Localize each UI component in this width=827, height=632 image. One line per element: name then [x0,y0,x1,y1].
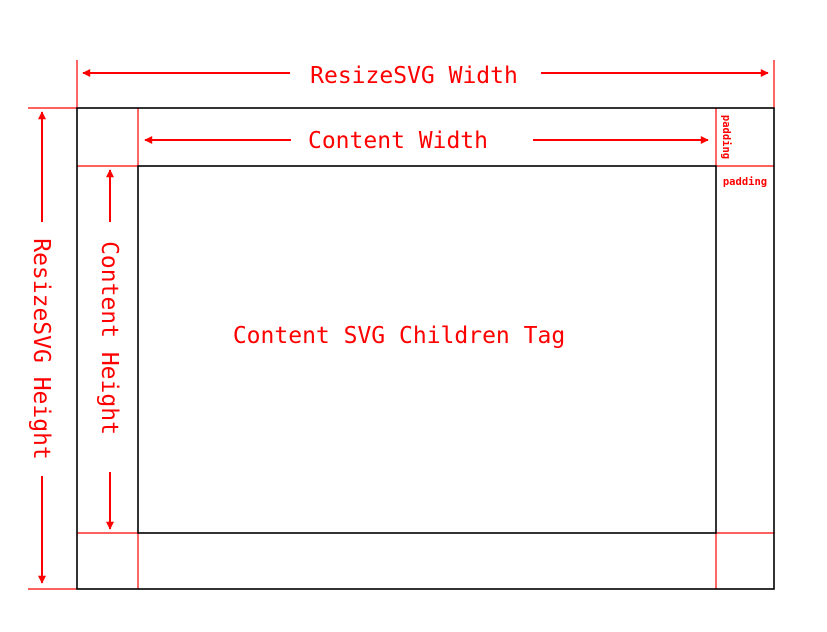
dimension-arrows [38,69,769,584]
padding-top-label: padding [720,115,732,159]
content-box [137,165,717,534]
content-width-label: Content Width [308,128,488,154]
padding-right-label: padding [723,176,767,188]
content-height-label: Content Height [96,241,122,435]
resize-height-label: ResizeSVG Height [28,238,54,460]
content-children-label: Content SVG Children Tag [233,323,565,349]
guide-lines [28,60,775,590]
resize-svg-outer-box [76,107,775,590]
resize-width-label: ResizeSVG Width [310,63,518,89]
